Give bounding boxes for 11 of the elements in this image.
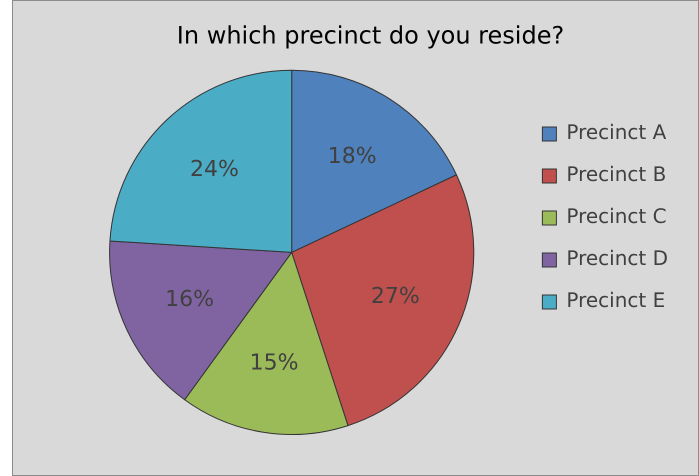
legend-label: Precinct A <box>566 120 667 144</box>
legend-label: Precinct D <box>566 246 668 270</box>
data-label: 24% <box>190 156 239 182</box>
legend-label: Precinct B <box>566 162 666 186</box>
legend-label: Precinct C <box>566 204 667 228</box>
data-label: 27% <box>370 284 420 309</box>
legend-label: Precinct E <box>566 288 666 312</box>
data-label: 18% <box>328 144 377 169</box>
data-label: 15% <box>250 350 298 376</box>
chart-title: In which precinct do you reside? <box>176 22 564 50</box>
data-label: 16% <box>165 287 214 312</box>
